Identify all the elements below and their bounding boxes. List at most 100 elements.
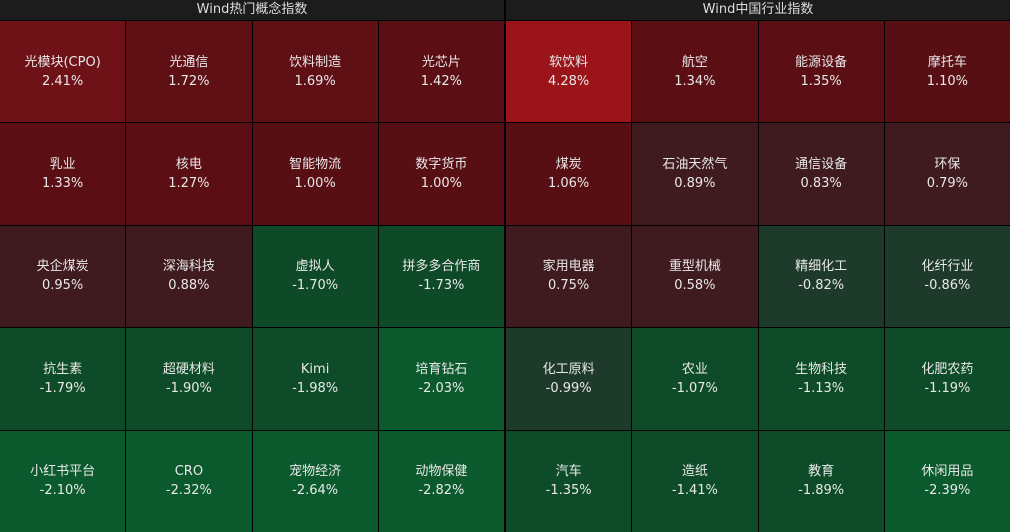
tile-grid: 软饮料 4.28% 航空 1.34% 能源设备 1.35% 摩托车 1.10% 煤炭 1.06% 石… (506, 20, 1010, 532)
tile-change: -2.64% (292, 483, 339, 499)
tile[interactable]: 石油天然气 0.89% (632, 123, 758, 225)
tile-change: -2.39% (924, 483, 971, 499)
tile-change: -0.86% (924, 278, 971, 294)
tile[interactable]: 饮料制造 1.69% (252, 21, 378, 123)
tile-name: 汽车 (555, 464, 582, 480)
tile-name: 抗生素 (43, 361, 83, 377)
tile-name: 生物科技 (795, 361, 848, 377)
tile[interactable]: 乳业 1.33% (0, 123, 126, 225)
tile[interactable]: 化工原料 -0.99% (506, 328, 632, 430)
tile[interactable]: 光芯片 1.42% (378, 21, 504, 123)
tile-name: 核电 (175, 157, 202, 173)
tile-change: 1.34% (674, 73, 716, 89)
tile[interactable]: 能源设备 1.35% (758, 21, 884, 123)
tile[interactable]: 农业 -1.07% (632, 328, 758, 430)
tile-change: -2.10% (39, 483, 86, 499)
tile-change: 1.33% (41, 176, 84, 192)
tile-name: 数字货币 (415, 157, 468, 173)
tile-change: 1.42% (420, 73, 463, 89)
tile-name: 培育钻石 (415, 361, 468, 377)
tile[interactable]: 环保 0.79% (884, 123, 1010, 225)
tile-name: 化纤行业 (921, 259, 974, 275)
tile[interactable]: 宠物经济 -2.64% (252, 430, 378, 532)
tile[interactable]: 智能物流 1.00% (252, 123, 378, 225)
tile[interactable]: 软饮料 4.28% (506, 21, 632, 123)
tile-change: -1.79% (39, 380, 86, 396)
tile[interactable]: 化肥农药 -1.19% (884, 328, 1010, 430)
tile-change: -1.35% (545, 483, 592, 499)
tile[interactable]: 摩托车 1.10% (884, 21, 1010, 123)
tile-change: 0.89% (674, 176, 716, 192)
tile[interactable]: 休闲用品 -2.39% (884, 430, 1010, 532)
tile[interactable]: 煤炭 1.06% (506, 123, 632, 225)
panel-title: Wind中国行业指数 (506, 0, 1010, 20)
tile[interactable]: 数字货币 1.00% (378, 123, 504, 225)
tile[interactable]: 核电 1.27% (126, 123, 252, 225)
tile-change: 1.06% (547, 176, 590, 192)
tile-change: 1.00% (294, 176, 336, 192)
tile-name: 家用电器 (542, 259, 595, 275)
tile-name: 重型机械 (668, 259, 721, 275)
tile-change: -2.03% (418, 380, 465, 396)
tile[interactable]: 精细化工 -0.82% (758, 225, 884, 328)
tile-change: -2.82% (418, 483, 465, 499)
tile-name: 光通信 (169, 54, 209, 70)
tile[interactable]: 拼多多合作商 -1.73% (378, 225, 504, 328)
tile-change: -1.98% (292, 380, 339, 396)
tile[interactable]: 重型机械 0.58% (632, 225, 758, 328)
tile[interactable]: Kimi -1.98% (252, 328, 378, 430)
tile[interactable]: 光模块(CPO) 2.41% (0, 21, 126, 123)
tile-name: 光模块(CPO) (24, 54, 101, 70)
tile[interactable]: CRO -2.32% (126, 430, 252, 532)
tile[interactable]: 教育 -1.89% (758, 430, 884, 532)
tile-change: -1.90% (165, 380, 212, 396)
tile-name: 小红书平台 (30, 464, 96, 480)
tile-name: 化工原料 (542, 361, 595, 377)
tile[interactable]: 培育钻石 -2.03% (378, 328, 504, 430)
tile-change: 1.35% (800, 73, 842, 89)
tile-change: -0.99% (545, 380, 592, 396)
tile[interactable]: 央企煤炭 0.95% (0, 225, 126, 328)
tile[interactable]: 航空 1.34% (632, 21, 758, 123)
tile-name: 虚拟人 (295, 259, 335, 275)
tile-change: 2.41% (41, 73, 84, 89)
tile[interactable]: 小红书平台 -2.10% (0, 430, 126, 532)
tile-name: 休闲用品 (921, 464, 974, 480)
tile[interactable]: 深海科技 0.88% (126, 225, 252, 328)
tile-name: CRO (174, 464, 204, 480)
tile[interactable]: 通信设备 0.83% (758, 123, 884, 225)
tile-name: 航空 (681, 54, 708, 70)
tile-name: 超硬材料 (162, 361, 215, 377)
tile-change: -1.73% (418, 278, 465, 294)
tile[interactable]: 家用电器 0.75% (506, 225, 632, 328)
tile-name: 通信设备 (795, 157, 848, 173)
tile-change: -1.07% (671, 380, 718, 396)
tile[interactable]: 生物科技 -1.13% (758, 328, 884, 430)
tile-name: 教育 (808, 464, 835, 480)
tile-name: 摩托车 (927, 54, 967, 70)
tile-name: 造纸 (681, 464, 708, 480)
tile-change: 1.72% (168, 73, 210, 89)
tile-change: 1.27% (168, 176, 210, 192)
tile-change: 0.79% (926, 176, 969, 192)
tile-name: 环保 (934, 157, 961, 173)
tile[interactable]: 造纸 -1.41% (632, 430, 758, 532)
tile[interactable]: 化纤行业 -0.86% (884, 225, 1010, 328)
tile-name: 能源设备 (795, 54, 848, 70)
tile[interactable]: 汽车 -1.35% (506, 430, 632, 532)
tile-name: 煤炭 (555, 157, 582, 173)
tile-name: 动物保健 (415, 464, 468, 480)
tile[interactable]: 虚拟人 -1.70% (252, 225, 378, 328)
tile-name: 央企煤炭 (36, 259, 89, 275)
tile-grid: 光模块(CPO) 2.41% 光通信 1.72% 饮料制造 1.69% 光芯片 1.42% 乳业… (0, 20, 504, 532)
panel: Wind热门概念指数光模块(CPO) 2.41% 光通信 1.72% 饮料制造 1.69%… (0, 0, 504, 532)
tile-name: Kimi (300, 361, 330, 377)
tile[interactable]: 光通信 1.72% (126, 21, 252, 123)
panel: Wind中国行业指数 软饮料 4.28% 航空 1.34% 能源设备 1.35% 摩托车 1.1… (506, 0, 1010, 532)
tile[interactable]: 动物保健 -2.82% (378, 430, 504, 532)
tile[interactable]: 抗生素 -1.79% (0, 328, 126, 430)
tile-change: 1.10% (926, 73, 969, 89)
tile-change: -1.19% (924, 380, 971, 396)
tile[interactable]: 超硬材料 -1.90% (126, 328, 252, 430)
panel-title: Wind热门概念指数 (0, 0, 504, 20)
